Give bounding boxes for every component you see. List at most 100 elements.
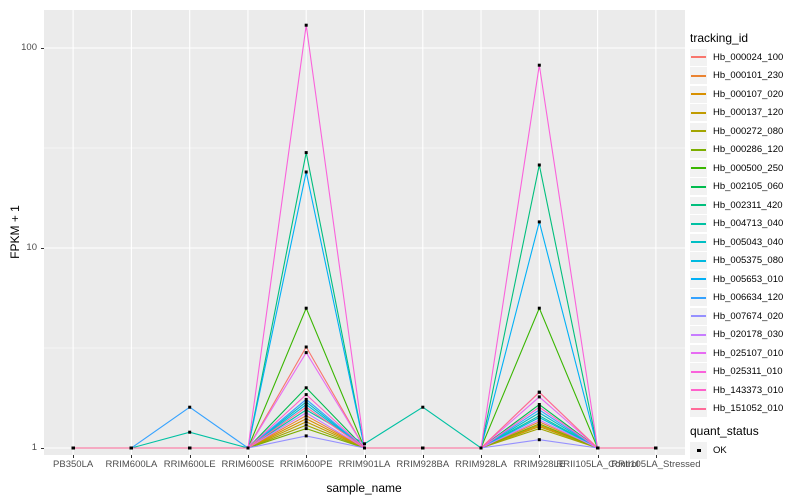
data-point (304, 423, 308, 427)
legend-item-label: Hb_000286_120 (713, 144, 784, 155)
x-tick (73, 455, 75, 458)
legend-key (690, 363, 707, 380)
data-point (304, 411, 308, 415)
plot-panel (44, 10, 685, 455)
legend-item-label: Hb_000272_080 (713, 125, 784, 137)
data-point (246, 446, 250, 450)
legend-title-tracking-id: tracking_id (690, 31, 749, 45)
data-point (537, 163, 541, 167)
x-tick-label: RRIM928LA (455, 459, 507, 470)
y-tick (41, 48, 44, 49)
legend-item-label: Hb_005043_040 (713, 236, 784, 248)
legend-key (690, 178, 707, 195)
data-point (537, 420, 541, 424)
x-tick (306, 455, 308, 458)
legend-key (690, 48, 707, 66)
legend-item-Hb_006634_120: Hb_006634_120 (690, 289, 783, 307)
legend-line-swatch (691, 74, 706, 77)
legend-item-label: Hb_000024_100 (713, 51, 784, 63)
legend-item-label: Hb_007674_020 (713, 310, 784, 322)
data-point (479, 446, 483, 450)
legend-key (690, 85, 707, 103)
x-tick (539, 455, 541, 458)
data-point (537, 416, 541, 419)
data-point (537, 425, 541, 429)
data-point (129, 446, 133, 450)
legend-item-Hb_151052_010: Hb_151052_010 (690, 400, 783, 418)
legend-line-swatch (691, 222, 706, 225)
data-point (304, 403, 308, 406)
data-point (537, 427, 541, 431)
data-point (304, 400, 308, 404)
legend-line-swatch (691, 56, 706, 58)
legend-key (690, 252, 707, 269)
legend-item-label: Hb_000101_230 (713, 70, 784, 81)
legend-item-label: Hb_020178_030 (713, 329, 784, 340)
x-tick-label: RRIM600PE (279, 459, 333, 470)
legend-item-Hb_000107_020: Hb_000107_020 (690, 85, 783, 103)
legend-item-Hb_000286_120: Hb_000286_120 (690, 141, 783, 159)
x-tick (364, 455, 366, 458)
data-point (654, 446, 658, 450)
legend-key (690, 400, 707, 417)
legend-key (690, 233, 707, 251)
ok-point-icon (697, 448, 701, 452)
y-tick (41, 448, 44, 449)
legend-line-swatch (691, 296, 706, 299)
legend-line-swatch (691, 111, 706, 114)
data-point (304, 405, 308, 409)
legend-line-swatch (691, 185, 706, 188)
data-point (596, 446, 600, 450)
legend-item-Hb_007674_020: Hb_007674_020 (690, 307, 783, 325)
legend-item-Hb_004713_040: Hb_004713_040 (690, 215, 783, 233)
legend-item-quant-ok: OK (690, 441, 727, 459)
legend-line-swatch (691, 259, 706, 262)
y-tick-label: 100 (21, 42, 37, 53)
legend-key (690, 270, 707, 288)
data-point (537, 403, 541, 406)
legend-item-Hb_005043_040: Hb_005043_040 (690, 233, 783, 251)
legend-item-Hb_143373_010: Hb_143373_010 (690, 381, 783, 399)
legend-item-Hb_002105_060: Hb_002105_060 (690, 178, 783, 196)
legend-item-Hb_000500_250: Hb_000500_250 (690, 159, 783, 177)
data-point (363, 446, 366, 450)
data-point (537, 306, 541, 310)
data-point (304, 420, 308, 424)
legend-key (690, 326, 707, 343)
legend-item-label: Hb_025107_010 (713, 347, 784, 359)
legend-key (690, 344, 707, 362)
legend-key (690, 289, 707, 306)
data-point (304, 393, 308, 397)
legend-line-swatch (691, 352, 706, 354)
legend-line-swatch (691, 241, 706, 243)
plot-area (44, 10, 685, 455)
data-point (304, 170, 308, 174)
legend-key (690, 159, 707, 177)
legend-line-swatch (691, 315, 706, 317)
x-tick-label: RRIM600LA (105, 459, 158, 470)
legend-item-Hb_020178_030: Hb_020178_030 (690, 326, 783, 344)
data-point (304, 427, 308, 431)
data-point (304, 151, 308, 155)
x-tick-label: RRIM928LE (513, 459, 566, 470)
data-point (304, 434, 308, 438)
data-point (537, 220, 541, 224)
data-point (537, 422, 541, 426)
data-point (421, 405, 425, 409)
legend-key (690, 67, 707, 84)
x-tick (655, 455, 657, 458)
legend-item-Hb_000024_100: Hb_000024_100 (690, 48, 783, 66)
data-point (304, 23, 308, 27)
data-point (304, 306, 308, 310)
data-point (304, 351, 308, 355)
legend-item-label: Hb_002311_420 (713, 199, 783, 211)
y-tick-label: 1 (31, 442, 37, 453)
x-tick (247, 455, 249, 458)
legend-key (690, 122, 707, 140)
data-point (304, 417, 308, 421)
x-tick-label: RRII105LA_Control (556, 459, 639, 470)
data-point (537, 418, 541, 422)
data-point (304, 397, 308, 401)
legend-title-quant-status: quant_status (690, 424, 759, 438)
legend-item-Hb_005375_080: Hb_005375_080 (690, 252, 783, 270)
